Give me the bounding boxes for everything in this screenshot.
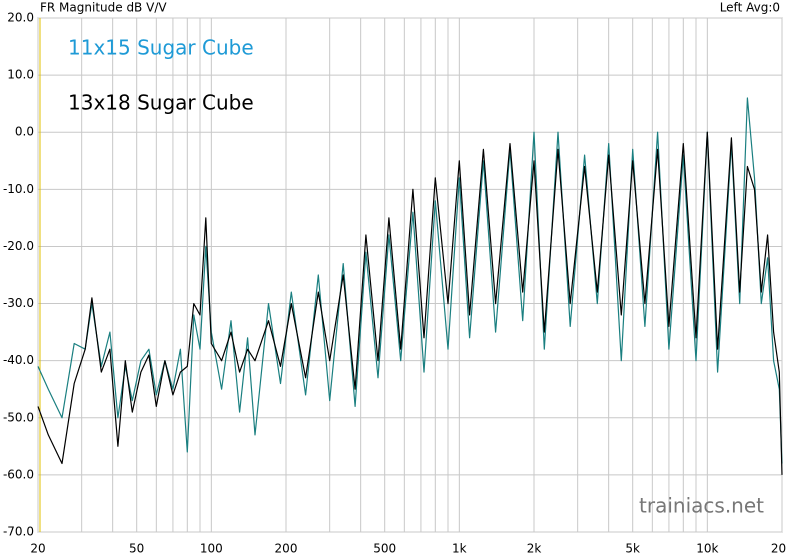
x-tick-label: 10k	[696, 542, 718, 556]
y-tick-label: -50.0	[3, 410, 34, 424]
x-tick-label: 2k	[527, 542, 542, 556]
y-tick-label: 0.0	[15, 125, 34, 139]
status-text: Left Avg:0	[720, 1, 780, 15]
y-tick-label: -70.0	[3, 525, 34, 539]
legend-label: 11x15 Sugar Cube	[68, 36, 254, 60]
x-tick-label: 20	[30, 542, 45, 556]
x-tick-label: 20k	[771, 542, 787, 556]
series-line	[37, 97, 783, 464]
x-tick-label: 5k	[625, 542, 640, 556]
x-tick-label: 100	[200, 542, 223, 556]
plot-area	[37, 17, 783, 533]
y-tick-label: -30.0	[3, 296, 34, 310]
y-tick-label: -10.0	[3, 182, 34, 196]
x-tick-label: 50	[129, 542, 144, 556]
series-line	[37, 131, 783, 475]
y-tick-label: 20.0	[7, 11, 34, 25]
x-tick-label: 200	[275, 542, 298, 556]
legend-label: 13x18 Sugar Cube	[68, 91, 254, 115]
chart-title: FR Magnitude dB V/V	[40, 1, 167, 15]
x-tick-label: 1k	[452, 542, 467, 556]
y-tick-label: -20.0	[3, 239, 34, 253]
y-tick-label: -40.0	[3, 353, 34, 367]
y-tick-label: 10.0	[7, 68, 34, 82]
x-tick-label: 500	[373, 542, 396, 556]
y-tick-label: -60.0	[3, 467, 34, 481]
watermark: trainiacs.net	[639, 494, 764, 518]
